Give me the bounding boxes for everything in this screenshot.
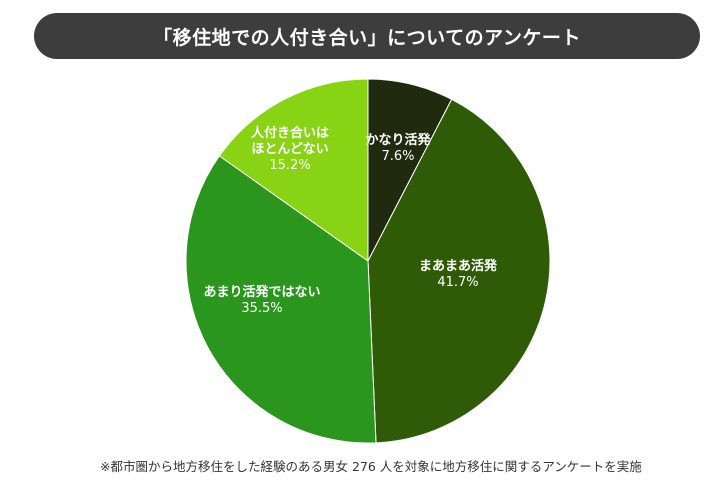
footnote: ※都市圏から地方移住をした経験のある男女 276 人を対象に地方移住に関するアン… <box>100 459 642 474</box>
slice-value-1: 7.6% <box>381 149 414 164</box>
slice-value-4: 15.2% <box>269 158 310 173</box>
slice-label-4: 人付き合いはほとんどない <box>251 125 329 157</box>
pie-slice-4 <box>218 78 369 262</box>
slice-value-3: 35.5% <box>241 301 282 316</box>
pie-slice-2 <box>367 98 551 444</box>
chart-title: 「移住地での人付き合い」についてのアンケート <box>34 13 700 59</box>
pie-slice-3 <box>185 155 377 444</box>
slice-label-3: あまり活発ではない <box>203 284 320 300</box>
slice-label-1: かなり活発 <box>365 132 431 148</box>
slice-value-2: 41.7% <box>437 275 478 290</box>
slice-label-2: まあまあ活発 <box>419 258 498 274</box>
